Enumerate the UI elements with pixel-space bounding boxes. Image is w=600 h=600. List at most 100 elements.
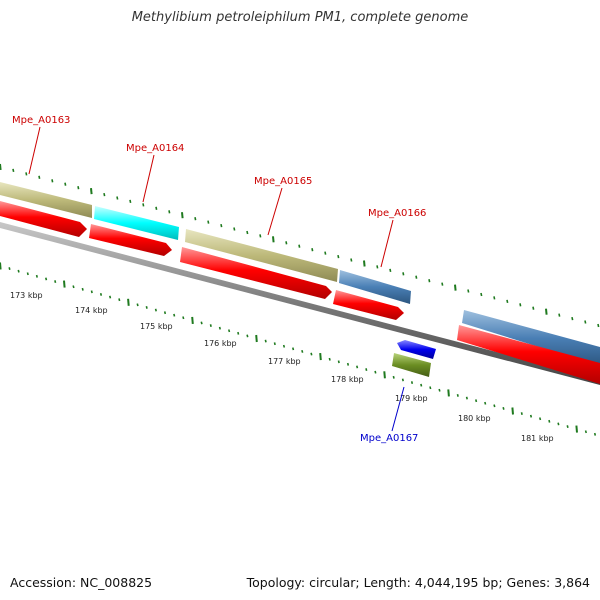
outer-tick xyxy=(272,236,275,243)
coordinate-tick xyxy=(182,316,185,320)
outer-tick xyxy=(519,303,522,307)
tick-label: 177 kbp xyxy=(268,357,301,366)
coordinate-tick xyxy=(282,344,286,348)
outer-tick xyxy=(12,168,15,173)
label-leader-mpe-a0165 xyxy=(267,187,283,236)
outer-tick xyxy=(207,220,210,224)
cds-arrow-mpe-a0166 xyxy=(333,290,404,320)
coordinate-tick xyxy=(383,371,386,379)
outer-tick xyxy=(129,199,132,204)
coordinate-tick xyxy=(26,272,29,276)
outer-tick xyxy=(454,284,457,291)
outer-tick xyxy=(246,230,249,235)
outer-tick xyxy=(194,217,197,221)
outer-tick xyxy=(168,210,171,214)
coordinate-tick xyxy=(337,360,340,364)
coordinate-tick xyxy=(99,293,103,296)
coordinate-tick xyxy=(429,386,432,390)
tick-label: 175 kbp xyxy=(140,322,173,331)
outer-tick xyxy=(285,241,288,245)
coordinate-tick xyxy=(54,280,57,283)
coordinate-tick xyxy=(246,334,249,338)
outer-tick xyxy=(597,323,600,328)
coordinate-tick xyxy=(237,331,240,335)
outer-tick xyxy=(259,234,262,238)
coordinate-tick xyxy=(328,357,331,361)
outer-tick xyxy=(376,265,379,269)
outer-tick xyxy=(181,212,184,219)
coordinate-tick xyxy=(529,414,533,418)
label-leader-mpe-a0167 xyxy=(391,386,405,432)
coordinate-tick xyxy=(0,262,2,270)
outer-tick xyxy=(116,196,119,200)
coordinate-tick xyxy=(456,394,459,397)
coordinate-tick xyxy=(118,298,121,302)
cog-bar-next-gene xyxy=(462,310,600,366)
outer-tick xyxy=(64,182,67,186)
coordinate-tick xyxy=(35,274,38,278)
outer-tick xyxy=(233,227,236,231)
coordinate-tick xyxy=(292,347,295,351)
outer-tick xyxy=(51,179,54,183)
outer-tick xyxy=(441,282,444,286)
outer-tick xyxy=(103,192,106,197)
coordinate-tick xyxy=(45,277,48,281)
outer-tick xyxy=(389,268,392,273)
coordinate-tick xyxy=(420,383,423,387)
gene-label-mpe-a0164: Mpe_A0164 xyxy=(126,143,184,154)
coordinate-tick xyxy=(273,342,276,346)
coordinate-tick xyxy=(255,334,258,343)
coordinate-tick xyxy=(136,303,139,307)
label-leader-mpe-a0164 xyxy=(142,154,155,203)
coordinate-tick xyxy=(109,295,112,299)
outer-tick xyxy=(402,272,405,276)
outer-tick xyxy=(38,175,41,179)
coordinate-tick xyxy=(593,432,597,436)
outer-tick xyxy=(428,279,431,283)
cds-arrow-mpe-a0163 xyxy=(0,201,87,237)
coordinate-tick xyxy=(90,290,93,294)
cds-track xyxy=(0,201,600,384)
outer-tick xyxy=(415,275,418,279)
coordinate-tick xyxy=(200,321,203,325)
tick-label: 181 kbp xyxy=(521,434,554,443)
coordinate-tick xyxy=(81,287,84,291)
outer-tick xyxy=(545,308,548,315)
outer-tick xyxy=(480,292,483,297)
coordinate-tick xyxy=(511,407,514,415)
outer-tick xyxy=(25,172,28,176)
tick-label: 178 kbp xyxy=(331,375,364,384)
label-leader-mpe-a0166 xyxy=(380,219,394,268)
coordinate-tick xyxy=(493,404,496,408)
coordinate-tick xyxy=(584,430,587,434)
coordinate-tick xyxy=(356,365,359,369)
tick-label: 173 kbp xyxy=(10,291,43,300)
coordinate-tick xyxy=(374,370,377,374)
map-title: Methylibium petroleiphilum PM1, complete… xyxy=(131,10,469,25)
outer-tick xyxy=(493,296,496,300)
coordinate-tick xyxy=(557,422,560,426)
outer-tick xyxy=(350,258,353,262)
coordinate-tick xyxy=(475,399,478,403)
cds-arrow-mpe-a0164 xyxy=(89,224,172,256)
outer-tick xyxy=(532,306,535,310)
outer-tick xyxy=(584,320,587,324)
cog-bar-mpe-a0166 xyxy=(339,270,411,304)
coordinate-tick xyxy=(301,349,304,353)
label-leader-mpe-a0163 xyxy=(28,126,41,175)
coordinate-tick xyxy=(310,352,313,356)
coordinate-tick xyxy=(392,375,395,379)
coordinate-tick xyxy=(346,362,350,366)
coordinate-tick xyxy=(502,407,505,410)
coordinate-tick xyxy=(154,308,157,312)
outer-tick xyxy=(337,254,340,259)
outer-tick xyxy=(77,186,80,190)
coordinate-tick xyxy=(566,425,569,428)
outer-tick xyxy=(558,313,561,317)
coordinate-tick xyxy=(17,269,20,273)
cog-bar-mpe-a0167 xyxy=(392,353,431,377)
coordinate-tick xyxy=(365,368,368,371)
cog-bar-mpe-a0165 xyxy=(185,229,338,282)
outer-tick xyxy=(0,163,2,171)
